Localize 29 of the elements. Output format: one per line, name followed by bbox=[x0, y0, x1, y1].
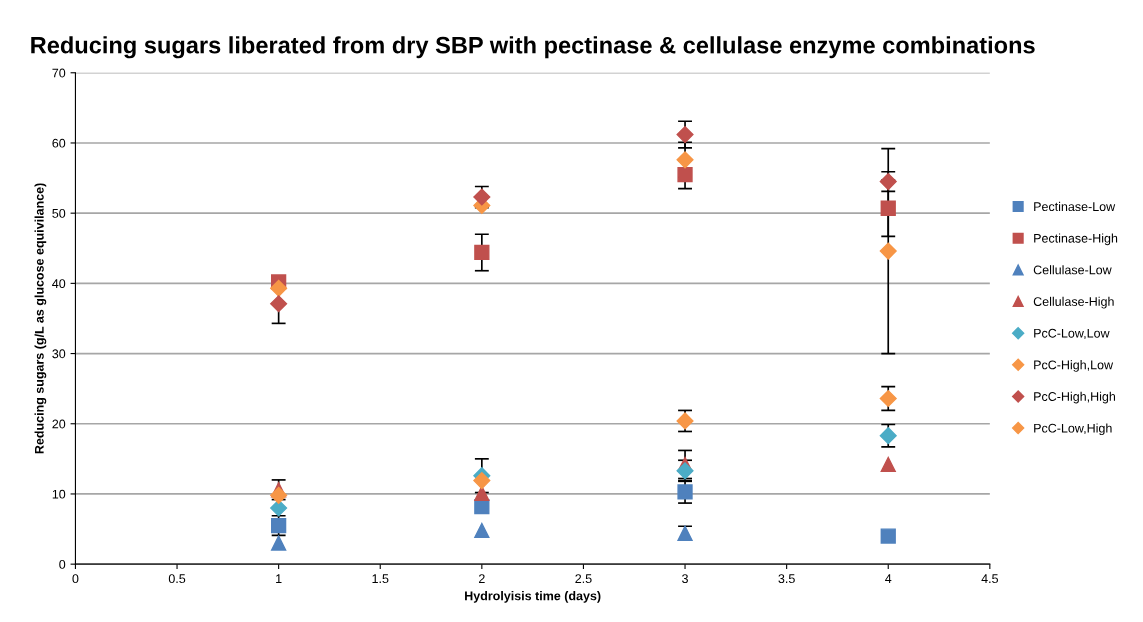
y-tick-label: 10 bbox=[52, 489, 66, 499]
x-tick-label: 2 bbox=[478, 574, 485, 583]
y-tick-label: 20 bbox=[52, 419, 66, 429]
legend-label: PcC-High,Low bbox=[1034, 360, 1114, 372]
x-tick-label: 0.5 bbox=[168, 574, 186, 584]
x-tick-label: 0 bbox=[72, 574, 79, 584]
legend-label: PcC-Low,High bbox=[1034, 423, 1112, 436]
legend-label: PcC-Low,Low bbox=[1034, 328, 1110, 340]
chart-title: Reducing sugars liberated from dry SBP with pectinase & cellulase enzyme combinations bbox=[31, 36, 1035, 59]
x-tick-label: 3 bbox=[682, 574, 688, 584]
x-axis-title: Hydrolyisis time (days) bbox=[465, 591, 601, 603]
legend-label: Pectinase-Low bbox=[1034, 201, 1116, 212]
y-tick-label: 50 bbox=[52, 208, 66, 218]
x-tick-label: 4 bbox=[885, 574, 892, 583]
legend-label: Cellulase-High bbox=[1033, 296, 1114, 309]
y-tick-label: 0 bbox=[59, 559, 66, 569]
legend-label: PcC-High,High bbox=[1034, 391, 1116, 404]
x-tick-label: 1.5 bbox=[372, 574, 389, 584]
y-tick-label: 70 bbox=[52, 68, 66, 78]
y-axis-title: Reducing sugars (g/L as glucose equivilance) bbox=[34, 183, 47, 454]
x-tick-label: 4.5 bbox=[981, 574, 998, 584]
legend-label: Cellulase-Low bbox=[1033, 265, 1112, 275]
x-tick-label: 2.5 bbox=[575, 574, 592, 584]
legend-label: Pectinase-High bbox=[1034, 233, 1118, 246]
x-tick-label: 1 bbox=[276, 574, 282, 583]
y-tick-label: 30 bbox=[52, 349, 66, 359]
y-tick-label: 40 bbox=[52, 279, 66, 289]
y-tick-label: 60 bbox=[52, 138, 66, 148]
x-tick-label: 3.5 bbox=[778, 574, 795, 584]
